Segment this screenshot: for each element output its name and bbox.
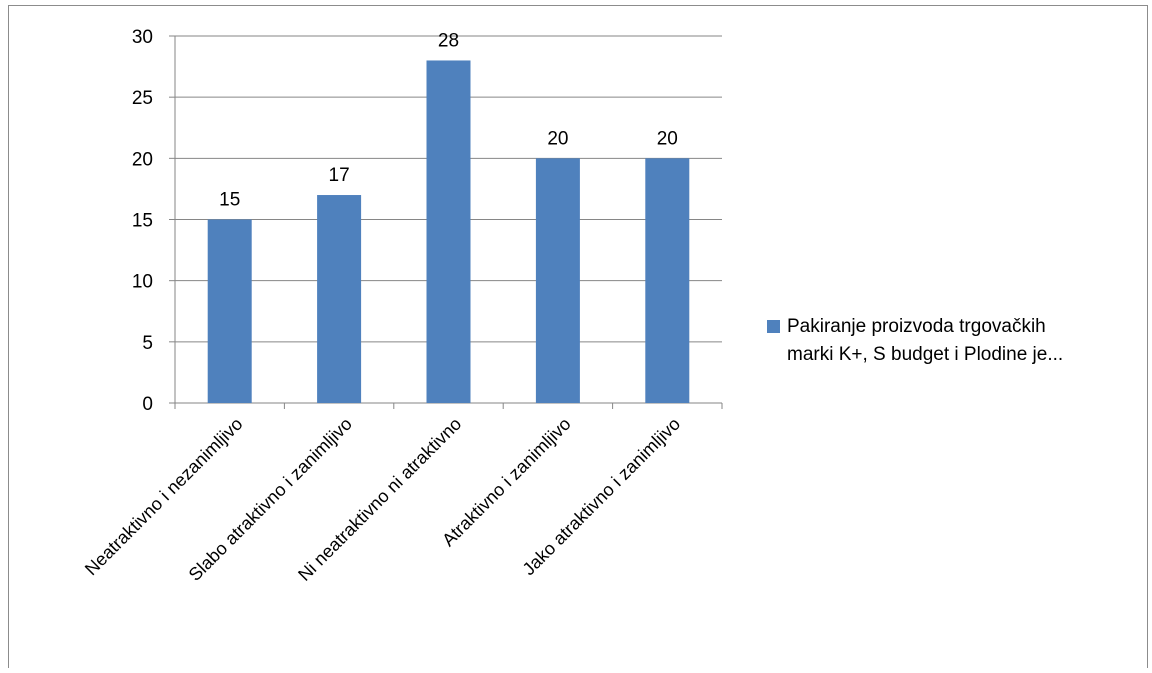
bar — [645, 158, 690, 403]
y-tick-label: 5 — [142, 333, 153, 354]
data-label: 20 — [547, 128, 568, 149]
y-tick-label: 0 — [142, 394, 153, 415]
legend-swatch — [767, 320, 780, 333]
bar — [426, 60, 471, 403]
bar — [207, 219, 252, 403]
y-tick-label: 30 — [132, 27, 153, 48]
bar — [535, 158, 580, 403]
data-label: 15 — [219, 190, 240, 211]
legend-label: Pakiranje proizvoda trgovačkih marki K+,… — [787, 316, 1064, 365]
y-tick-label: 10 — [132, 272, 153, 293]
data-label: 20 — [657, 128, 678, 149]
legend: Pakiranje proizvoda trgovačkih marki K+,… — [767, 313, 1147, 369]
data-label: 17 — [329, 165, 350, 186]
bar — [317, 195, 362, 403]
y-tick-label: 25 — [132, 88, 153, 109]
y-tick-label: 15 — [132, 211, 153, 232]
y-tick-label: 20 — [132, 149, 153, 170]
chart-frame — [8, 5, 1148, 668]
data-label: 28 — [438, 30, 459, 51]
